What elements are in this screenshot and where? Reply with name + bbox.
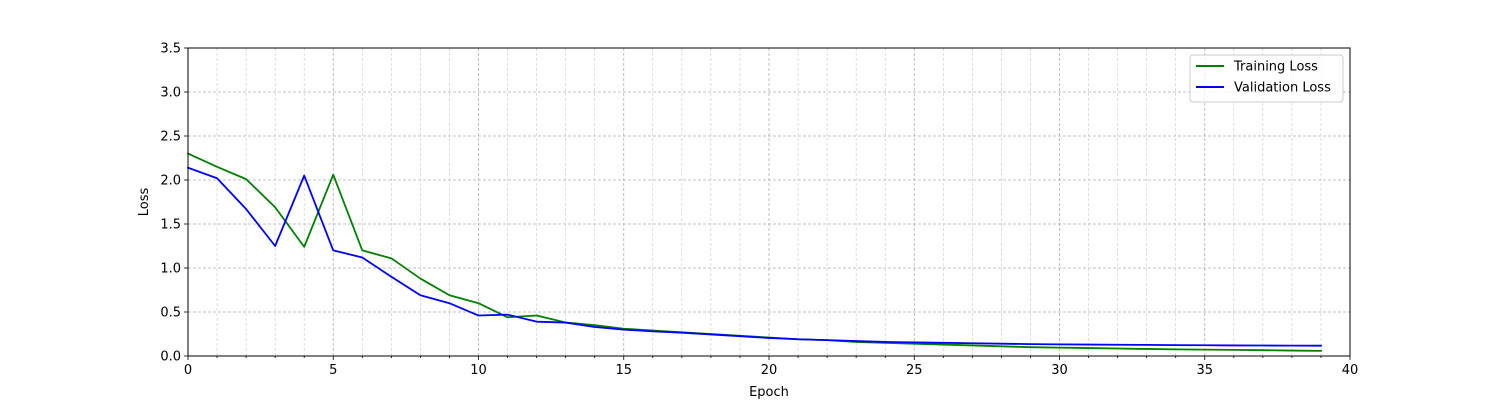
x-tick-label: 10 xyxy=(470,363,487,378)
y-axis-ticks: 0.0 0.5 1.0 1.5 2.0 2.5 3.0 3.5 xyxy=(160,42,188,365)
series-layer xyxy=(186,152,1322,352)
series-line-training-loss xyxy=(186,152,1322,352)
legend-label-training-loss: Training Loss xyxy=(1233,60,1318,75)
legend-label-validation-loss: Validation Loss xyxy=(1234,81,1331,96)
y-tick-label: 2.5 xyxy=(160,130,181,145)
y-tick-label: 3.5 xyxy=(160,42,181,57)
x-axis-ticks: 0 5 10 15 20 25 30 35 40 xyxy=(184,356,1358,378)
y-tick-label: 3.0 xyxy=(160,86,181,101)
y-tick-label: 1.5 xyxy=(160,218,181,233)
y-tick-label: 2.0 xyxy=(160,174,181,189)
y-tick-label: 0.5 xyxy=(160,306,181,321)
series-line-validation-loss xyxy=(186,166,1322,347)
x-tick-label: 35 xyxy=(1196,363,1213,378)
x-tick-label: 20 xyxy=(761,363,778,378)
x-axis-label: Epoch xyxy=(749,385,789,400)
y-tick-label: 1.0 xyxy=(160,262,181,277)
x-tick-label: 30 xyxy=(1051,363,1068,378)
y-axis-label: Loss xyxy=(137,188,152,217)
legend-box xyxy=(1189,54,1344,103)
legend: Training Loss Validation Loss xyxy=(1189,54,1344,103)
x-tick-label: 0 xyxy=(184,363,192,378)
x-tick-label: 15 xyxy=(615,363,632,378)
x-tick-label: 25 xyxy=(906,363,923,378)
x-tick-label: 5 xyxy=(329,363,337,378)
y-tick-label: 0.0 xyxy=(160,350,181,365)
x-tick-label: 40 xyxy=(1342,363,1359,378)
